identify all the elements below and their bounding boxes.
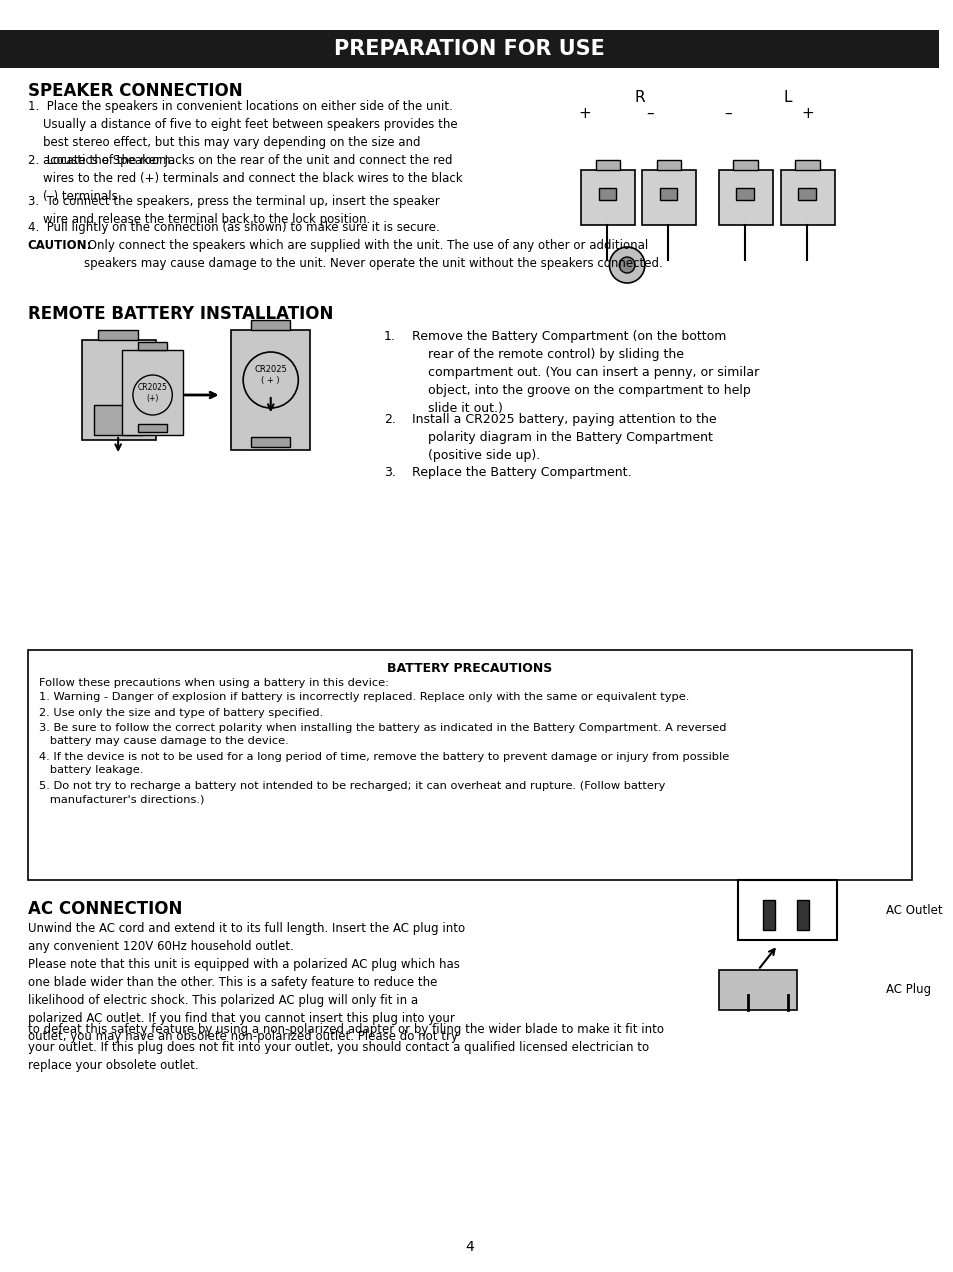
Text: AC Plug: AC Plug	[885, 983, 930, 996]
Text: Unwind the AC cord and extend it to its full length. Insert the AC plug into
any: Unwind the AC cord and extend it to its …	[28, 922, 464, 1043]
Circle shape	[132, 375, 172, 415]
Bar	[736, 188, 753, 200]
Bar	[780, 170, 834, 225]
Text: CR2025
(+): CR2025 (+)	[137, 383, 168, 403]
Bar	[738, 880, 836, 940]
Bar	[98, 329, 137, 340]
Bar	[718, 971, 797, 1010]
Text: BATTERY PRECAUTIONS: BATTERY PRECAUTIONS	[387, 661, 552, 675]
Bar	[641, 170, 696, 225]
Circle shape	[618, 257, 635, 273]
Text: 1. Warning - Danger of explosion if battery is incorrectly replaced. Replace onl: 1. Warning - Danger of explosion if batt…	[39, 692, 689, 702]
Bar	[251, 438, 290, 446]
Text: Follow these precautions when using a battery in this device:: Follow these precautions when using a ba…	[39, 678, 389, 688]
Text: AC CONNECTION: AC CONNECTION	[28, 901, 182, 918]
Text: to defeat this safety feature by using a non-polarized adapter or by filing the : to defeat this safety feature by using a…	[28, 1024, 663, 1072]
Text: 4: 4	[465, 1240, 474, 1254]
Text: 1.  Place the speakers in convenient locations on either side of the unit.
    U: 1. Place the speakers in convenient loca…	[28, 100, 456, 167]
Text: 2. Use only the size and type of battery specified.: 2. Use only the size and type of battery…	[39, 707, 323, 717]
Text: CR2025
( + ): CR2025 ( + )	[254, 365, 287, 384]
Bar	[718, 170, 772, 225]
Bar	[762, 901, 774, 930]
FancyBboxPatch shape	[28, 650, 911, 880]
Text: Only connect the speakers which are supplied with the unit. The use of any other: Only connect the speakers which are supp…	[84, 239, 661, 270]
Text: 1.: 1.	[383, 329, 395, 343]
Circle shape	[243, 352, 298, 408]
Text: 2.: 2.	[383, 413, 395, 426]
Bar	[656, 160, 680, 170]
Bar	[122, 350, 183, 435]
Bar	[659, 188, 677, 200]
Text: 2.  Locate the Speaker Jacks on the rear of the unit and connect the red
    wir: 2. Locate the Speaker Jacks on the rear …	[28, 154, 461, 204]
FancyBboxPatch shape	[0, 31, 939, 67]
Text: Install a CR2025 battery, paying attention to the
    polarity diagram in the Ba: Install a CR2025 battery, paying attenti…	[411, 413, 716, 462]
Bar	[580, 170, 635, 225]
Text: –: –	[645, 106, 653, 121]
Text: +: +	[578, 106, 591, 121]
Text: 4. If the device is not to be used for a long period of time, remove the battery: 4. If the device is not to be used for a…	[39, 752, 729, 775]
Text: 5. Do not try to recharge a battery not intended to be recharged; it can overhea: 5. Do not try to recharge a battery not …	[39, 781, 665, 804]
Bar	[82, 340, 155, 440]
Text: 3.: 3.	[383, 466, 395, 480]
Bar	[137, 424, 167, 432]
Text: PREPARATION FOR USE: PREPARATION FOR USE	[334, 39, 604, 59]
Text: SPEAKER CONNECTION: SPEAKER CONNECTION	[28, 81, 242, 100]
Bar	[595, 160, 619, 170]
Text: Replace the Battery Compartment.: Replace the Battery Compartment.	[411, 466, 630, 480]
Circle shape	[609, 247, 644, 282]
Bar	[795, 160, 820, 170]
Bar	[733, 160, 758, 170]
Bar	[797, 901, 808, 930]
Bar	[251, 321, 290, 329]
Text: –: –	[724, 106, 732, 121]
Text: 3. Be sure to follow the correct polarity when installing the battery as indicat: 3. Be sure to follow the correct polarit…	[39, 722, 726, 747]
Bar	[798, 188, 816, 200]
Text: 3.  To connect the speakers, press the terminal up, insert the speaker
    wire : 3. To connect the speakers, press the te…	[28, 195, 438, 225]
Bar	[598, 188, 616, 200]
Bar	[137, 342, 167, 350]
Text: L: L	[782, 90, 791, 106]
Bar	[232, 329, 310, 450]
Text: Remove the Battery Compartment (on the bottom
    rear of the remote control) by: Remove the Battery Compartment (on the b…	[411, 329, 758, 415]
Text: CAUTION:: CAUTION:	[28, 239, 92, 252]
Text: 4.  Pull lightly on the connection (as shown) to make sure it is secure.: 4. Pull lightly on the connection (as sh…	[28, 221, 438, 234]
Text: +: +	[801, 106, 813, 121]
Text: R: R	[634, 90, 644, 106]
Bar	[93, 404, 143, 435]
Text: REMOTE BATTERY INSTALLATION: REMOTE BATTERY INSTALLATION	[28, 305, 333, 323]
Text: AC Outlet: AC Outlet	[885, 903, 942, 917]
